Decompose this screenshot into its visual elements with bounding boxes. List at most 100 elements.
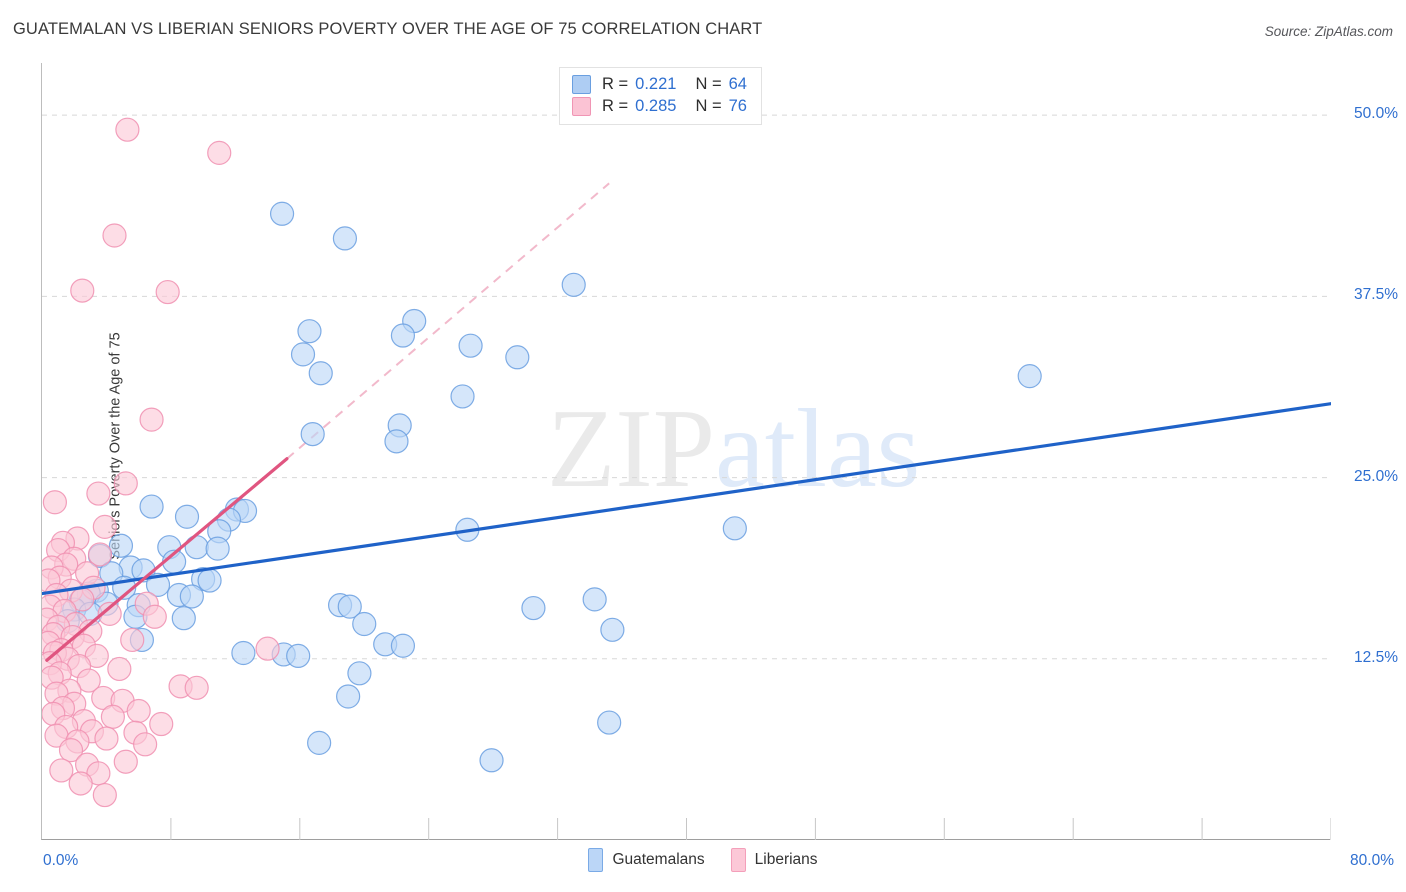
data-point [290,342,316,367]
data-point [92,782,117,808]
data-point [149,711,174,737]
data-point [108,533,134,558]
data-point [505,345,530,370]
trendline-guatemalans [42,402,1331,596]
series-points-liberians [42,117,280,808]
n-label-liberians: N = [695,97,722,115]
data-point [126,698,151,724]
data-point [155,279,180,305]
data-point [113,471,138,496]
data-point [384,429,409,454]
data-point [133,732,158,757]
data-point [68,771,93,796]
data-point [521,595,546,621]
data-point [174,504,200,529]
series-points-guatemalans [55,201,1042,773]
data-point [94,726,119,751]
data-point [336,684,361,709]
data-point [184,535,209,560]
page-title: GUATEMALAN VS LIBERIAN SENIORS POVERTY O… [13,20,763,38]
r-value-liberians: 0.285 [635,97,677,115]
data-point [352,611,377,637]
data-point [269,201,295,226]
legend-label-guatemalans: Guatemalans [612,851,705,868]
data-point [70,278,95,303]
data-point [86,481,111,506]
data-point [390,323,416,348]
data-point [286,643,311,668]
legend-label-liberians: Liberians [754,851,818,868]
y-axis-tick-label: 12.5% [1354,648,1398,666]
stats-row-guatemalans: R = 0.221 N = 64 [572,75,747,94]
data-point [458,333,483,358]
y-axis-tick-label: 25.0% [1354,467,1398,485]
data-point [42,490,67,515]
data-point [332,226,358,251]
legend-item-guatemalans[interactable]: Guatemalans [588,848,705,872]
data-point [297,319,322,344]
trendline-extension-liberians [286,182,610,460]
data-point [139,407,164,432]
data-point [107,656,132,682]
swatch-guatemalans-icon [572,75,591,94]
data-point [145,572,171,597]
data-point [300,422,325,447]
data-point [597,710,622,735]
data-point [102,223,127,248]
legend-item-liberians[interactable]: Liberians [730,848,818,872]
legend-chip-liberians-icon [730,848,746,872]
trendline-liberians [45,457,289,662]
data-point [347,661,372,686]
data-point [479,748,504,773]
n-value-liberians: 76 [728,97,747,115]
scatter-svg [42,114,1331,840]
data-point [231,640,256,666]
data-point [390,633,416,658]
source-attribution: Source: ZipAtlas.com [1264,24,1393,39]
plot-area: ZIPatlas [41,63,1331,840]
data-point [113,749,138,774]
data-point [184,675,209,700]
swatch-liberians-icon [572,97,591,116]
r-value-guatemalans: 0.221 [635,75,677,93]
correlation-stats-legend: R = 0.221 N = 64 R = 0.285 N = 76 [559,67,762,125]
x-axis-min-label: 0.0% [43,852,79,869]
series-legend: Guatemalans Liberians [0,848,1406,872]
data-point [337,594,362,619]
n-value-guatemalans: 64 [728,75,747,93]
data-point [139,494,164,519]
data-point [100,704,125,729]
data-point [120,627,145,653]
data-point [58,738,84,763]
r-label-guatemalans: R = [602,75,629,93]
data-point [171,606,196,631]
data-point [97,601,122,626]
n-label-guatemalans: N = [695,75,722,93]
data-point [722,516,747,541]
y-axis-tick-label: 37.5% [1354,286,1398,304]
data-point [207,140,232,165]
data-point [582,587,607,612]
data-point [92,514,117,539]
y-axis-tick-label: 50.0% [1354,105,1398,123]
data-point [600,617,625,642]
stats-row-liberians: R = 0.285 N = 76 [572,97,747,116]
data-point [1017,364,1042,389]
r-label-liberians: R = [602,97,629,115]
data-point [179,584,204,609]
data-point [76,668,101,693]
data-point [197,568,222,593]
data-point [49,758,74,783]
data-point [255,636,280,661]
data-point [142,604,167,629]
data-point [115,117,140,142]
data-point [308,361,333,386]
data-point [561,272,586,297]
data-point [307,730,332,755]
data-point [205,536,230,561]
legend-chip-guatemalans-icon [588,848,604,872]
data-point [87,542,113,567]
x-axis-max-label: 80.0% [1350,852,1394,869]
data-point [450,384,475,409]
